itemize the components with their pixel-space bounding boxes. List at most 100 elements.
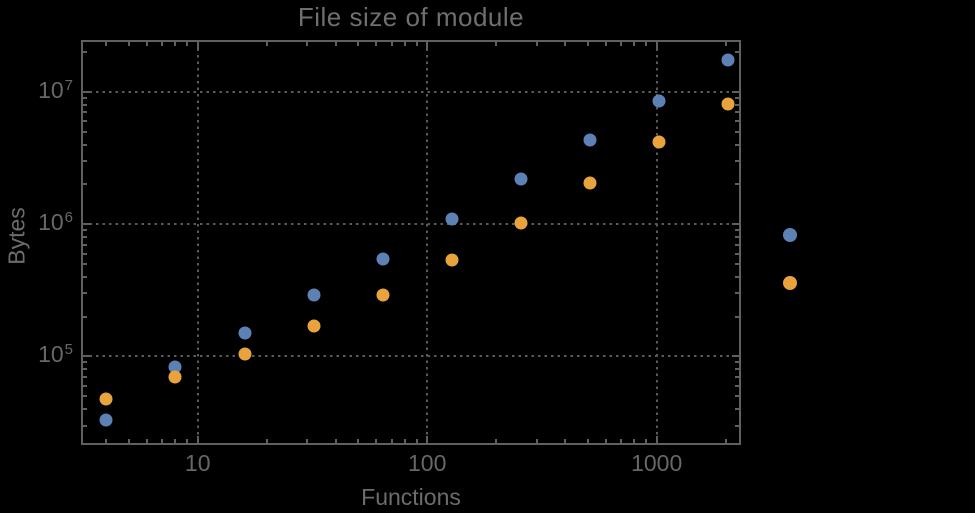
y-axis-tick-mirror	[735, 183, 739, 186]
x-axis-tick	[186, 439, 189, 443]
x-axis-tick-mirror	[196, 42, 199, 49]
x-axis-tick-mirror	[655, 42, 658, 49]
x-axis-tick	[105, 439, 108, 443]
y-axis-tick-mirror	[735, 130, 739, 133]
y-axis-tick-mirror	[735, 243, 739, 246]
y-axis-tick	[83, 143, 87, 146]
y-axis-tick-mirror	[735, 120, 739, 123]
x-axis-tick	[724, 439, 727, 443]
x-axis-tick-mirror	[724, 42, 727, 46]
y-axis-tick-mirror	[735, 384, 739, 387]
data-point-series-2-orange	[721, 97, 735, 111]
y-axis-tick-mirror	[735, 103, 739, 106]
x-axis-tick	[655, 436, 658, 443]
x-axis-tick-mirror	[645, 42, 648, 46]
y-axis-tick-mirror	[735, 361, 739, 364]
y-tick-exponent: 6	[64, 209, 73, 227]
x-axis-tick-mirror	[186, 42, 189, 46]
x-axis-tick	[390, 439, 393, 443]
y-axis-tick-mirror	[735, 408, 739, 411]
y-axis-tick	[83, 368, 87, 371]
y-axis-tick-mirror	[735, 160, 739, 163]
gridline-vertical	[426, 42, 429, 443]
x-axis-tick	[415, 439, 418, 443]
y-tick-label: 106	[38, 209, 73, 236]
data-point-series-1-blue	[583, 133, 597, 147]
data-point-series-2-orange	[99, 392, 113, 406]
x-axis-tick	[127, 439, 130, 443]
data-point-series-2-orange	[445, 253, 459, 267]
y-axis-tick-mirror	[735, 111, 739, 114]
x-axis-tick-mirror	[145, 42, 148, 46]
y-axis-tick-mirror	[732, 223, 739, 226]
y-axis-tick	[83, 315, 87, 318]
y-tick-exponent: 7	[64, 77, 73, 95]
y-axis-tick	[83, 160, 87, 163]
data-point-series-2-orange	[514, 216, 528, 230]
x-axis-tick	[620, 439, 623, 443]
y-axis-tick	[83, 292, 87, 295]
y-axis-tick-mirror	[735, 263, 739, 265]
data-point-series-1-blue	[514, 172, 528, 186]
x-axis-tick-mirror	[174, 42, 177, 46]
gridline-vertical	[196, 42, 199, 443]
y-axis-tick	[83, 375, 87, 378]
x-axis-tick	[633, 439, 636, 443]
data-point-series-1-blue	[445, 212, 459, 226]
x-axis-tick-mirror	[564, 42, 567, 46]
x-axis-tick-mirror	[161, 42, 164, 46]
y-axis-tick	[83, 51, 87, 54]
y-axis-tick-mirror	[732, 90, 739, 93]
y-axis-tick	[83, 355, 90, 358]
x-axis-tick-mirror	[633, 42, 636, 46]
y-axis-tick	[83, 361, 87, 364]
x-axis-tick-mirror	[403, 42, 406, 46]
y-axis-tick	[83, 183, 87, 186]
y-tick-base: 10	[38, 341, 64, 368]
x-axis-tick-mirror	[495, 42, 498, 46]
x-axis-tick	[161, 439, 164, 443]
y-axis-tick	[83, 130, 87, 133]
x-axis-tick-mirror	[390, 42, 393, 46]
x-axis-tick-mirror	[357, 42, 360, 46]
y-axis-tick-mirror	[735, 229, 739, 232]
x-axis-tick	[426, 436, 429, 443]
x-axis-tick-mirror	[620, 42, 623, 46]
x-axis-tick-mirror	[426, 42, 429, 49]
y-axis-tick-mirror	[735, 96, 739, 99]
data-point-series-1-blue	[721, 53, 735, 67]
y-axis-tick	[83, 275, 87, 278]
y-axis-tick-mirror	[735, 292, 739, 295]
y-axis-tick-mirror	[735, 368, 739, 371]
y-tick-base: 10	[38, 77, 64, 104]
gridline-vertical	[655, 42, 658, 443]
x-tick-label: 10	[184, 450, 211, 476]
x-axis-tick	[535, 439, 538, 443]
data-point-series-1-blue	[238, 326, 252, 340]
gridline-horizontal	[83, 355, 739, 358]
data-point-series-2-orange	[583, 176, 597, 190]
y-axis-tick	[83, 243, 87, 246]
x-axis-tick	[174, 439, 177, 443]
x-axis-tick	[357, 439, 360, 443]
y-axis-tick	[83, 229, 87, 232]
x-axis-tick-mirror	[105, 42, 108, 46]
legend-marker-series-1-icon	[783, 228, 797, 242]
data-point-series-2-orange	[238, 347, 252, 361]
x-axis-tick-mirror	[334, 42, 337, 46]
x-axis-tick	[403, 439, 406, 443]
x-axis-tick	[334, 439, 337, 443]
y-axis-tick-mirror	[732, 355, 739, 358]
x-axis-tick-mirror	[265, 42, 268, 46]
y-axis-label: Bytes	[3, 207, 30, 265]
y-axis-tick	[83, 90, 90, 93]
y-axis-tick	[83, 424, 87, 427]
y-axis-tick	[83, 384, 87, 387]
y-axis-tick-mirror	[735, 252, 739, 255]
x-axis-tick-mirror	[586, 42, 589, 46]
x-axis-tick	[645, 439, 648, 443]
y-axis-tick-mirror	[735, 51, 739, 54]
legend-marker-series-2-icon	[783, 276, 797, 290]
y-tick-exponent: 5	[64, 341, 73, 359]
